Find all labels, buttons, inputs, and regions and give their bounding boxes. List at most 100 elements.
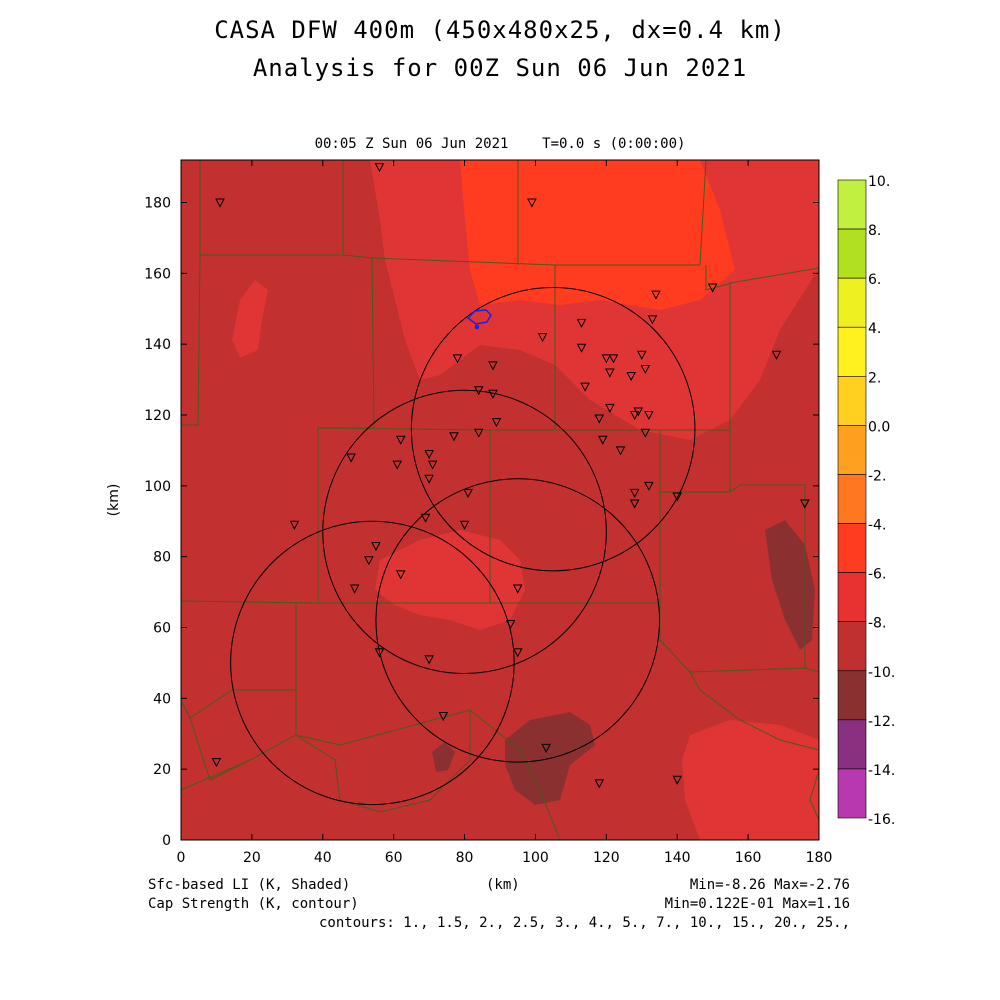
station-marker <box>473 386 484 396</box>
y-tick-label: 140 <box>144 337 171 353</box>
x-axis-label: (km) <box>486 877 520 893</box>
x-tick-label: 160 <box>735 850 762 866</box>
radar-ring-3 <box>375 478 660 763</box>
station-marker <box>644 481 654 491</box>
station-marker <box>672 775 683 785</box>
station-marker <box>512 584 523 594</box>
x-tick-label: 60 <box>385 850 403 866</box>
x-tick-label: 180 <box>806 850 833 866</box>
colorbar-swatch <box>837 572 867 622</box>
x-tick-label: 100 <box>522 850 549 866</box>
colorbar-swatch <box>837 523 867 573</box>
station-marker <box>289 520 300 530</box>
station-marker <box>463 488 473 498</box>
y-tick-label: 80 <box>153 550 171 566</box>
station-marker <box>672 492 683 502</box>
y-tick-label: 160 <box>144 266 171 282</box>
colorbar-label: -8. <box>868 616 886 632</box>
station-marker <box>452 354 463 364</box>
colorbar-swatch <box>837 228 867 279</box>
contour-min-max: Min=0.122E-01 Max=1.16 <box>664 896 850 912</box>
colorbar-swatch <box>837 179 867 230</box>
station-marker <box>364 556 374 566</box>
y-tick-label: 120 <box>144 408 171 424</box>
colorbar-label: 8. <box>868 223 881 239</box>
station-marker <box>605 368 615 378</box>
main-title-line2: Analysis for 00Z Sun 06 Jun 2021 <box>252 54 748 82</box>
colorbar-swatch <box>837 326 867 377</box>
station-marker <box>346 453 356 463</box>
station-marker <box>438 712 449 722</box>
station-marker <box>215 198 225 208</box>
station-marker <box>349 584 360 594</box>
cap-strength-contour <box>466 309 492 330</box>
x-tick-label: 120 <box>593 850 620 866</box>
radar-range-rings <box>230 287 696 806</box>
station-marker <box>424 474 434 484</box>
li-shade-medium-west <box>232 280 268 358</box>
station-marker <box>459 520 470 530</box>
colorbar-label: -2. <box>868 468 886 484</box>
station-marker <box>424 655 434 665</box>
station-marker <box>488 361 498 371</box>
station-marker <box>392 460 403 470</box>
colorbar-label: -12. <box>868 714 895 730</box>
station-marker <box>626 372 636 382</box>
x-tick-label: 80 <box>456 850 474 866</box>
y-axis-label: (km) <box>106 484 122 517</box>
contour-levels: contours: 1., 1.5, 2., 2.5, 3., 4., 5., … <box>318 915 850 931</box>
station-marker <box>395 570 406 580</box>
station-marker <box>640 364 651 375</box>
colorbar-swatch <box>837 768 867 819</box>
station-marker <box>594 414 605 424</box>
colorbar-swatch <box>837 277 867 328</box>
li-shade-medium-southeast <box>682 720 819 840</box>
station-marker <box>594 779 605 789</box>
colorbar-label: -14. <box>868 763 895 779</box>
station-markers <box>211 163 810 789</box>
radar-ring-4 <box>230 520 515 806</box>
footer-contour-field-label: Cap Strength (K, contour) <box>148 896 359 912</box>
station-marker <box>629 411 640 421</box>
station-marker <box>488 389 498 399</box>
station-marker <box>651 290 661 300</box>
station-marker <box>580 382 590 392</box>
y-tick-label: 100 <box>144 479 171 495</box>
station-marker <box>640 428 651 438</box>
station-marker <box>541 743 551 753</box>
station-marker <box>424 449 434 460</box>
station-marker <box>374 163 385 173</box>
station-marker <box>633 407 644 417</box>
station-marker <box>771 350 782 360</box>
colorbar: 10. 8. 6. 4. 2. 0.0 -2. -4. -6. -8. -10. -12. -14. -1… <box>837 174 895 828</box>
station-marker <box>371 542 381 552</box>
y-tick-label: 40 <box>153 691 171 707</box>
colorbar-label: 4. <box>868 321 881 337</box>
colorbar-label: 0.0 <box>868 419 890 435</box>
y-axis: 0 20 40 60 80 100 120 140 160 180 <box>144 196 819 849</box>
plot-frame <box>180 159 820 841</box>
y-tick-label: 180 <box>144 196 171 212</box>
station-marker <box>636 350 647 360</box>
station-marker <box>491 418 502 428</box>
station-marker <box>605 403 615 413</box>
colorbar-label: 6. <box>868 272 881 288</box>
colorbar-label: -16. <box>868 812 895 828</box>
station-marker <box>427 460 438 470</box>
colorbar-swatch <box>837 719 867 770</box>
station-marker <box>597 435 608 445</box>
station-marker <box>799 499 810 509</box>
station-marker <box>629 488 640 498</box>
colorbar-swatch <box>837 425 867 475</box>
colorbar-swatch <box>837 376 867 426</box>
station-marker <box>615 446 626 456</box>
main-title-line1: CASA DFW 400m (450x480x25, dx=0.4 km) <box>214 16 786 44</box>
station-marker <box>576 318 587 328</box>
station-marker <box>527 198 537 208</box>
station-marker <box>601 354 612 364</box>
valid-time-subtitle: 00:05 Z Sun 06 Jun 2021 T=0.0 s (0:00:00… <box>314 136 686 152</box>
station-marker <box>644 411 654 421</box>
radar-ring-1 <box>410 287 696 572</box>
x-tick-label: 40 <box>314 850 332 866</box>
